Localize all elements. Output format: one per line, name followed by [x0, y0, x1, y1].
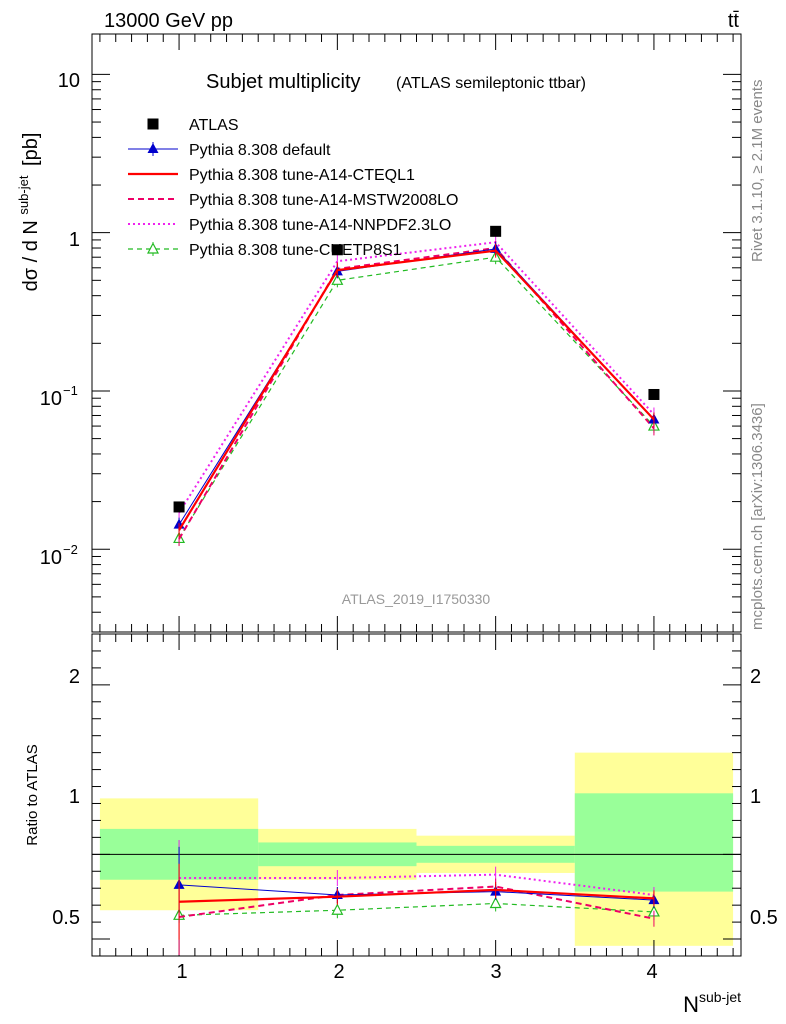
ratio-axis-ticks — [92, 634, 741, 956]
ratio-series-group — [173, 840, 660, 956]
atlas-data-point — [331, 244, 343, 256]
xaxis-label: Nsub-jet — [683, 989, 741, 1017]
xtick-label-1: 1 — [176, 961, 187, 983]
ytick-label-10: 10 — [58, 70, 80, 92]
legend-entry-label: ATLAS — [189, 117, 239, 134]
main-ylabel: dσ / d N sub-jet [pb] — [11, 133, 42, 292]
legend-entry-label: Pythia 8.308 tune-A14-CTEQL1 — [189, 167, 415, 184]
ratio-series-line — [179, 888, 654, 903]
main-panel — [91, 33, 742, 633]
legend-entry-label: Pythia 8.308 default — [189, 142, 331, 159]
xaxis-label-text: N — [683, 992, 699, 1017]
main-axis-ticks — [92, 34, 741, 633]
ratio-data-point — [331, 903, 344, 915]
main-series-group — [173, 225, 660, 547]
xtick-label-3: 3 — [490, 961, 501, 983]
ytick-label-0p01-exp: −2 — [63, 542, 78, 557]
ratio-series-line — [179, 902, 654, 916]
ytick-label-0p01: 10 — [40, 547, 62, 569]
legend-entry-label: Pythia 8.308 tune-CUETP8S1 — [189, 242, 402, 259]
ytick-label-0p1-exp: −1 — [63, 383, 78, 398]
legend-entry-label: Pythia 8.308 tune-A14-MSTW2008LO — [189, 192, 458, 209]
legend: ATLAS Pythia 8.308 default Pythia 8.308 tu… — [128, 117, 458, 259]
xaxis-label-sup: sub-jet — [699, 989, 741, 1005]
main-data-point — [331, 273, 344, 285]
ratio-panel — [91, 633, 742, 957]
legend-entry-label: Pythia 8.308 tune-A14-NNPDF2.3LO — [189, 217, 451, 234]
main-series-line — [178, 248, 655, 525]
main-series-line — [178, 241, 655, 514]
ratio-data-point — [489, 896, 502, 909]
main-ylabel-text: dσ / d N — [20, 220, 42, 291]
ratio-series-line — [179, 873, 655, 896]
rivet-label: Rivet 3.1.10, ≥ 2.1M events — [749, 80, 766, 263]
main-ylabel-sup: sub-jet — [16, 175, 31, 214]
xtick-label-2: 2 — [333, 961, 344, 983]
ratio-ytick-label-right-2: 2 — [750, 666, 761, 688]
energy-label: 13000 GeV pp — [104, 10, 233, 32]
ratio-band-inner — [574, 793, 734, 892]
ytick-label-0p1: 10 — [40, 388, 62, 410]
xtick-label-4: 4 — [646, 961, 657, 983]
main-title-detail: (ATLAS semileptonic ttbar) — [396, 75, 586, 92]
ratio-ylabel: Ratio to ATLAS — [24, 744, 41, 845]
atlas-data-point — [648, 388, 660, 400]
legend-swatch-atlas — [147, 118, 159, 130]
ratio-ytick-label-right-1: 1 — [750, 786, 761, 808]
main-series-line — [178, 256, 655, 539]
analysis-id-label: ATLAS_2019_I1750330 — [342, 591, 491, 607]
ratio-ytick-label-0p5: 0.5 — [52, 907, 80, 929]
main-panel-frame — [91, 33, 742, 633]
main-series-line — [178, 246, 655, 540]
ratio-ytick-label-right-0p5: 0.5 — [750, 907, 778, 929]
ratio-uncertainty-bands — [92, 752, 741, 946]
ratio-ytick-label-1: 1 — [69, 786, 80, 808]
process-label: tt̄ — [728, 10, 740, 32]
main-title: Subjet multiplicity — [206, 71, 361, 93]
ytick-label-1: 1 — [69, 229, 80, 251]
ratio-ytick-label-2: 2 — [69, 666, 80, 688]
mcplots-label: mcplots.cern.ch [arXiv:1306.3436] — [749, 403, 766, 630]
atlas-data-point — [490, 225, 502, 237]
atlas-data-point — [173, 501, 185, 513]
svg-text:dσ / d N sub-jet [: dσ / d N sub-jet [pb] — [11, 133, 42, 292]
main-series-line — [178, 249, 655, 531]
legend-swatch-marker — [147, 143, 159, 153]
legend-swatch-marker — [147, 242, 159, 254]
main-ylabel-unit: [pb] — [20, 133, 42, 166]
ratio-panel-frame — [91, 633, 742, 957]
